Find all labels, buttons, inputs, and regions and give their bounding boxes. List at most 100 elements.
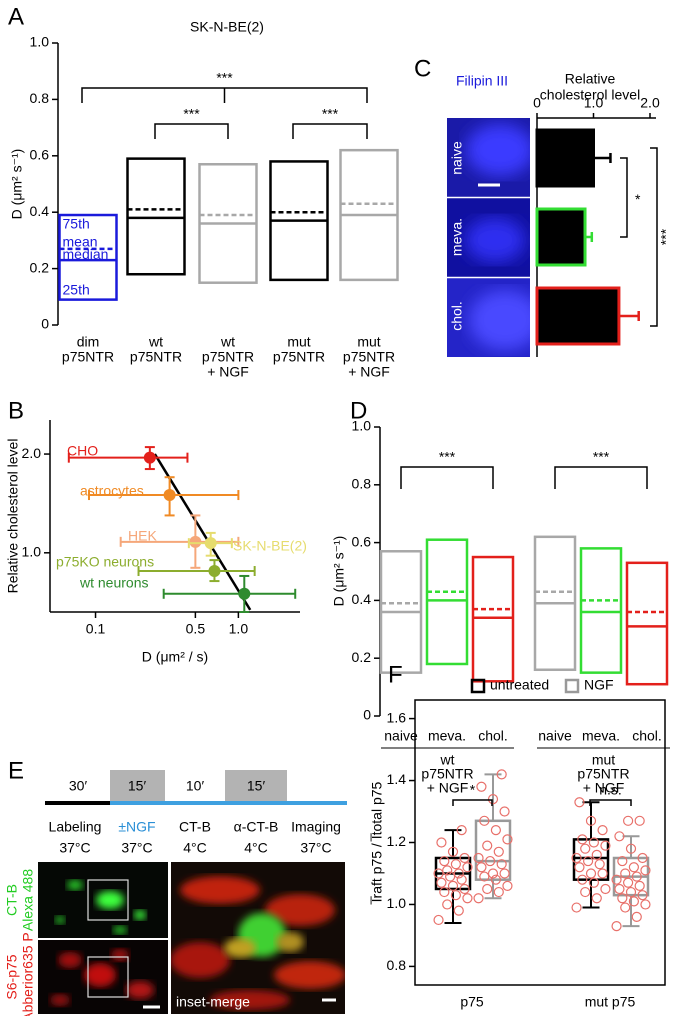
y-tick-label: 1.2 [387,833,407,849]
data-point [490,874,501,885]
texture-blob [96,891,124,909]
data-point [620,902,631,913]
cell-blob [466,124,530,176]
x-tick-label: p75NTR [202,349,254,365]
texture-blob [171,942,230,978]
texture-blob [265,894,335,926]
channel-label: Abberior635 P [20,932,36,1016]
significance-label: *** [593,449,610,465]
group-label: + NGF [583,780,625,796]
group-label: + NGF [427,780,469,796]
y-tick-label: 0.2 [352,649,372,665]
legend-label: NGF [584,677,614,693]
data-point [631,911,642,922]
inset-label: inset-merge [176,994,250,1010]
panel-label: B [8,397,24,424]
data-point [143,451,156,464]
x-tick-label: naive [384,728,418,744]
x-tick-label: p75 [460,994,484,1010]
data-point [462,862,473,873]
significance-label: *** [658,228,674,245]
texture-blob [126,981,154,999]
group-label: wt [440,752,455,768]
data-point [591,893,602,904]
panel-label: C [414,55,431,82]
data-point [588,877,599,888]
legend-swatch [470,678,486,694]
panel-label: E [8,757,24,784]
significance-bracket [154,123,229,139]
data-point [580,843,591,854]
data-point [493,886,504,898]
data-point [600,840,611,851]
data-point [597,825,608,836]
data-point [585,815,597,826]
x-axis-label: cholesterol level [540,87,640,103]
texture-blob [55,916,65,924]
data-point [623,815,634,826]
data-point [614,883,625,895]
box-annotation: median [63,246,109,262]
data-point [496,769,507,780]
data-point [490,825,501,836]
data-point [625,843,637,854]
data-point [502,834,513,845]
row-label: naive [449,141,465,175]
data-point [447,846,459,857]
step-label: ±NGF [118,819,155,835]
significance-label: *** [439,449,456,465]
data-point [436,837,447,848]
texture-blob [111,949,129,961]
x-tick-label: + NGF [348,364,390,380]
texture-blob [67,880,83,890]
image-title: Filipin III [456,73,508,89]
data-point [600,883,611,895]
x-axis-label: D (μm² / s) [142,649,208,665]
group-label: p75NTR [577,766,629,782]
data-point [462,893,473,904]
x-tick-label: 1.0 [229,621,249,637]
y-axis-label: Relative cholesterol level [5,439,21,594]
y-tick-label: 0 [41,316,49,332]
inset-box [87,879,129,921]
texture-blob [180,876,260,904]
x-tick-label: 2.0 [640,95,660,111]
data-point [439,855,450,867]
data-point [439,886,450,898]
data-point [433,868,444,879]
row-label: chol. [449,301,465,331]
duration: 10′ [186,778,205,794]
legend-swatch [564,678,580,694]
data-point [476,862,487,873]
x-tick-label: wt [148,334,163,350]
x-tick-label: p75NTR [130,349,182,365]
data-point [482,840,493,851]
data-point [574,862,585,873]
data-point [447,880,459,891]
y-tick-label: 1.0 [30,34,50,50]
box [579,547,623,674]
duration: 15′ [128,778,147,794]
cell-blob [465,218,525,262]
y-tick-label: 0.2 [30,259,50,275]
data-point [493,846,504,857]
data-point [574,797,585,808]
significance-bracket [650,147,658,327]
y-tick-label: 0 [363,707,371,723]
data-point [588,837,599,848]
x-tick-label: p75NTR [273,349,325,365]
data-point [479,815,490,826]
significance-label: * [635,191,641,207]
data-point [433,914,444,926]
texture-blob [276,932,304,952]
y-tick-label: 1.0 [352,418,372,434]
y-tick-label: 0.6 [352,533,372,549]
data-point [637,890,648,901]
data-point [456,825,467,836]
data-point [580,886,591,898]
point-label: astrocytes [80,483,144,499]
legend-label: untreated [490,677,549,693]
y-tick-label: 0.8 [352,476,372,492]
channel-label: CT-B [4,884,20,916]
y-tick-label: 1.0 [387,895,407,911]
